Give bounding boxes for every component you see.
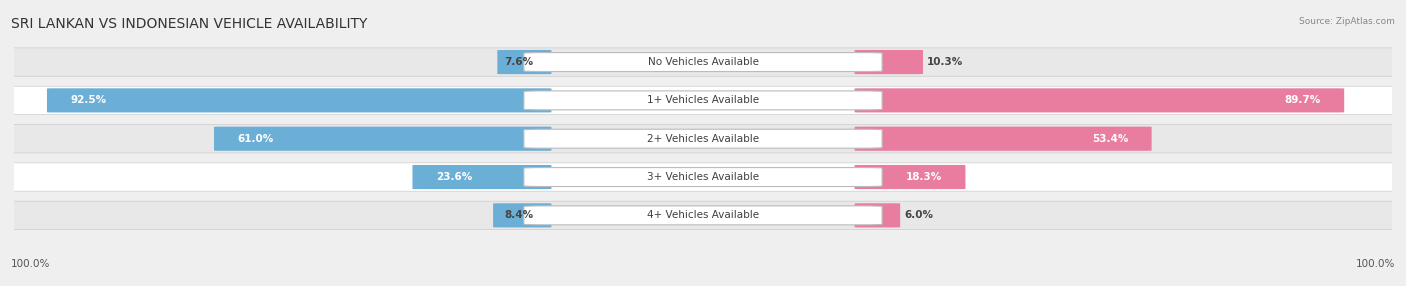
Text: 53.4%: 53.4% [1092, 134, 1128, 144]
FancyBboxPatch shape [855, 127, 1152, 151]
FancyBboxPatch shape [524, 91, 882, 110]
Text: 8.4%: 8.4% [505, 210, 533, 220]
Text: 23.6%: 23.6% [436, 172, 472, 182]
FancyBboxPatch shape [524, 53, 882, 72]
FancyBboxPatch shape [214, 127, 551, 151]
FancyBboxPatch shape [0, 163, 1406, 191]
FancyBboxPatch shape [0, 86, 1406, 115]
Text: 100.0%: 100.0% [11, 259, 51, 269]
FancyBboxPatch shape [0, 124, 1406, 153]
FancyBboxPatch shape [855, 165, 966, 189]
FancyBboxPatch shape [855, 50, 922, 74]
FancyBboxPatch shape [524, 168, 882, 186]
Text: Source: ZipAtlas.com: Source: ZipAtlas.com [1299, 17, 1395, 26]
Text: 89.7%: 89.7% [1285, 96, 1320, 105]
Text: 2+ Vehicles Available: 2+ Vehicles Available [647, 134, 759, 144]
Text: 10.3%: 10.3% [927, 57, 963, 67]
Text: SRI LANKAN VS INDONESIAN VEHICLE AVAILABILITY: SRI LANKAN VS INDONESIAN VEHICLE AVAILAB… [11, 17, 367, 31]
FancyBboxPatch shape [0, 48, 1406, 76]
FancyBboxPatch shape [46, 88, 551, 112]
Text: No Vehicles Available: No Vehicles Available [648, 57, 758, 67]
Text: 61.0%: 61.0% [238, 134, 274, 144]
Text: 6.0%: 6.0% [904, 210, 934, 220]
Text: 92.5%: 92.5% [70, 96, 107, 105]
FancyBboxPatch shape [524, 206, 882, 225]
FancyBboxPatch shape [412, 165, 551, 189]
Text: 18.3%: 18.3% [905, 172, 942, 182]
FancyBboxPatch shape [498, 50, 551, 74]
FancyBboxPatch shape [494, 203, 551, 227]
FancyBboxPatch shape [855, 88, 1344, 112]
FancyBboxPatch shape [855, 203, 900, 227]
FancyBboxPatch shape [524, 129, 882, 148]
Text: 7.6%: 7.6% [505, 57, 533, 67]
Text: 1+ Vehicles Available: 1+ Vehicles Available [647, 96, 759, 105]
Text: 4+ Vehicles Available: 4+ Vehicles Available [647, 210, 759, 220]
Text: 100.0%: 100.0% [1355, 259, 1395, 269]
FancyBboxPatch shape [0, 201, 1406, 230]
Text: 3+ Vehicles Available: 3+ Vehicles Available [647, 172, 759, 182]
